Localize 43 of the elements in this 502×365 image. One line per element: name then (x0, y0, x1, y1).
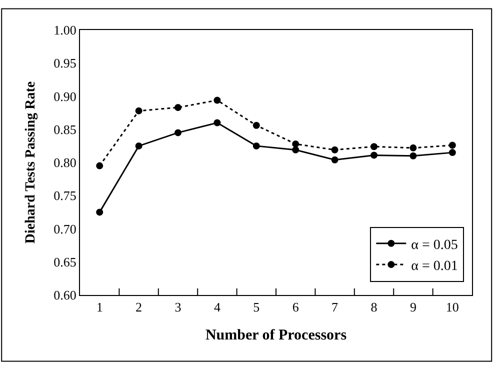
point (292, 146, 300, 154)
x-axis-title: Number of Processors (205, 328, 347, 344)
y-axis-title: Diehard Tests Passing Rate (23, 81, 38, 244)
y-tick-label: 0.65 (54, 254, 76, 270)
y-tick-label: 0.60 (54, 288, 76, 303)
x-tick-label: 4 (214, 300, 221, 315)
y-tick-label: 1.00 (54, 22, 76, 38)
x-tick-label: 3 (174, 300, 182, 315)
point (174, 129, 182, 136)
point (96, 162, 104, 170)
point (410, 152, 417, 160)
point (174, 104, 182, 112)
x-tick-label: 1 (96, 300, 103, 315)
point (370, 143, 378, 150)
point (410, 144, 417, 152)
point (331, 146, 338, 154)
x-tick-label: 9 (410, 300, 416, 315)
point (135, 142, 142, 150)
point (292, 140, 300, 148)
point (96, 208, 104, 216)
y-tick-label: 0.75 (54, 188, 76, 204)
legend-label: α = 0.05 (411, 238, 458, 253)
x-tick-label: 5 (253, 300, 260, 315)
point (135, 107, 142, 114)
point (448, 142, 456, 149)
x-tick-label: 8 (370, 300, 378, 315)
point (214, 119, 221, 126)
x-tick-label: 6 (292, 300, 300, 315)
y-tick-label: 0.80 (54, 155, 76, 170)
point (331, 156, 338, 164)
y-tick-label: 0.90 (54, 88, 76, 104)
point (252, 142, 260, 150)
y-tick-label: 0.85 (54, 122, 76, 137)
point (448, 149, 456, 156)
y-tick-label: 0.70 (54, 221, 76, 236)
point (370, 152, 378, 159)
x-tick-label: 10 (446, 300, 459, 315)
point (252, 122, 260, 129)
legend-label: α = 0.01 (411, 259, 458, 274)
point (214, 96, 221, 104)
x-tick-label: 2 (136, 300, 142, 315)
y-tick-label: 0.95 (54, 56, 76, 71)
x-tick-label: 7 (332, 300, 339, 315)
